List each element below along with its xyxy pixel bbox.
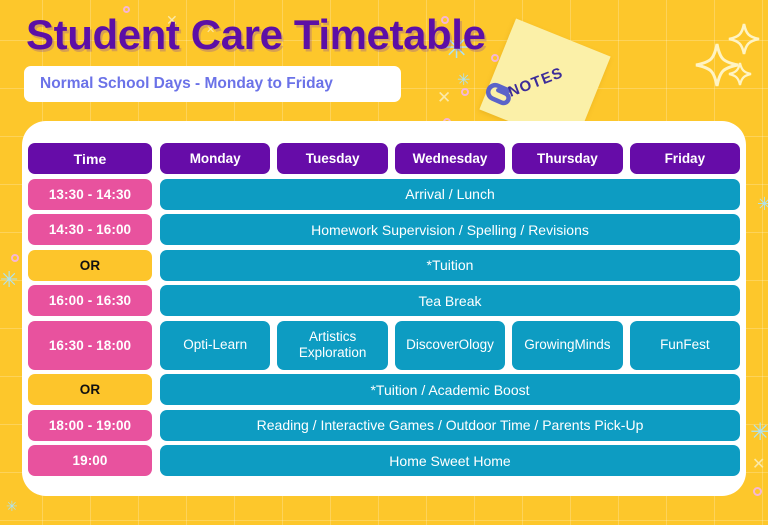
subtitle-box: Normal School Days - Monday to Friday <box>24 66 401 102</box>
table-row: 19:00 Home Sweet Home <box>28 445 740 476</box>
activity-cell: FunFest <box>629 320 741 370</box>
time-badge: 19:00 <box>28 445 152 476</box>
table-row: 13:30 - 14:30 Arrival / Lunch <box>28 178 740 210</box>
spacer <box>152 321 160 370</box>
spacer <box>152 214 160 245</box>
table-row: 14:30 - 16:00 Homework Supervision / Spel… <box>28 214 740 245</box>
spacer <box>152 374 160 405</box>
header-cell-day-thursday: Thursday <box>512 143 623 174</box>
activity-cell: GrowingMinds <box>512 320 623 370</box>
subtitle-text: Normal School Days - Monday to Friday <box>40 75 333 92</box>
activity-bar: Home Sweet Home <box>160 445 740 476</box>
header-cell-day-monday: Monday <box>160 143 271 174</box>
table-row: 16:00 - 16:30 Tea Break <box>28 285 740 316</box>
header-cell-day-tuesday: Tuesday <box>277 143 388 174</box>
activity-bar: Reading / Interactive Games / Outdoor Ti… <box>160 409 740 441</box>
time-badge: 14:30 - 16:00 <box>28 214 152 245</box>
spacer <box>152 179 160 210</box>
header-cell-time: Time <box>28 143 152 174</box>
time-badge: 13:30 - 14:30 <box>28 178 152 210</box>
table-row: OR *Tuition / Academic Boost <box>28 374 740 405</box>
table-row: 16:30 - 18:00 Opti-Learn Artistics Explora… <box>28 320 741 370</box>
time-badge: 18:00 - 19:00 <box>28 409 152 441</box>
time-badge: 16:00 - 16:30 <box>28 285 152 316</box>
table-row: 18:00 - 19:00 Reading / Interactive Games… <box>28 409 740 441</box>
activity-bar: *Tuition / Academic Boost <box>160 374 740 405</box>
activity-bar: Homework Supervision / Spelling / Revisi… <box>160 214 740 245</box>
header-cell-day-friday: Friday <box>629 143 741 174</box>
header-cell-day-wednesday: Wednesday <box>394 143 506 174</box>
activity-cell: DiscoverOlogy <box>394 320 506 370</box>
spacer <box>152 410 160 441</box>
timetable: Time Monday Tuesday Wednesday Thursday Friday… <box>28 143 741 481</box>
day-header-group: Monday Tuesday Wednesday Thursday Friday <box>160 143 741 174</box>
activity-bar: *Tuition <box>160 249 740 281</box>
activity-cell: Opti-Learn <box>160 320 271 370</box>
table-row: OR *Tuition <box>28 249 740 281</box>
page-title: Student Care Timetable <box>26 11 486 58</box>
time-badge: 16:30 - 18:00 <box>28 320 152 370</box>
spacer <box>152 143 160 174</box>
activity-cell: Artistics Exploration <box>277 320 388 370</box>
spacer <box>152 285 160 316</box>
spacer <box>152 445 160 476</box>
table-header-row: Time Monday Tuesday Wednesday Thursday Friday <box>28 143 741 174</box>
activity-group: Opti-Learn Artistics Exploration DiscoverO… <box>160 320 741 370</box>
activity-bar: Tea Break <box>160 285 740 316</box>
time-badge: OR <box>28 249 152 281</box>
spacer <box>152 250 160 281</box>
activity-bar: Arrival / Lunch <box>160 178 740 210</box>
time-badge: OR <box>28 374 152 405</box>
timetable-card: Time Monday Tuesday Wednesday Thursday Friday… <box>22 121 746 496</box>
